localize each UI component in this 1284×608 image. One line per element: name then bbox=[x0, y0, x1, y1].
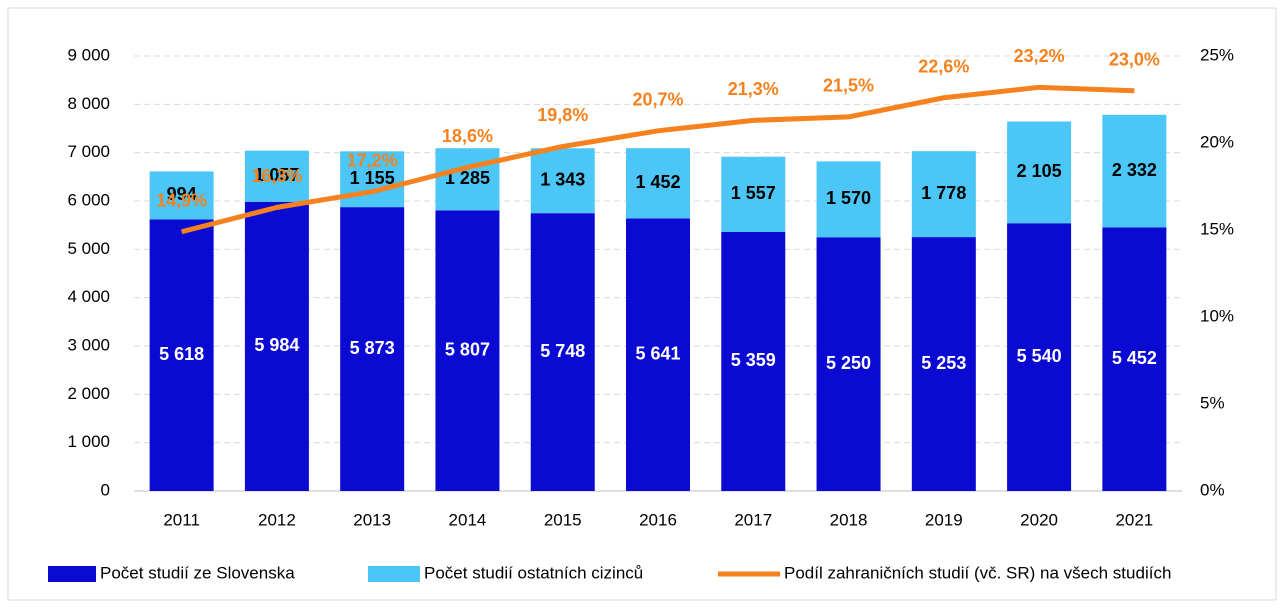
line-value-label: 23,0% bbox=[1109, 50, 1160, 70]
bar bbox=[721, 231, 786, 491]
bar bbox=[340, 207, 405, 491]
x-tick-label: 2012 bbox=[258, 510, 296, 529]
x-tick-label: 2020 bbox=[1020, 510, 1058, 529]
line-value-label: 19,8% bbox=[537, 105, 588, 125]
y-tick-label: 1 000 bbox=[67, 432, 110, 451]
bar-value-label: 1 557 bbox=[731, 183, 776, 203]
bar bbox=[244, 201, 309, 492]
bar bbox=[435, 210, 500, 491]
line-value-label: 20,7% bbox=[632, 90, 683, 110]
bar bbox=[1007, 121, 1072, 224]
y-tick-label: 7 000 bbox=[67, 142, 110, 161]
bar-value-label: 5 618 bbox=[159, 344, 204, 364]
bar bbox=[340, 151, 405, 208]
bar-value-label: 5 250 bbox=[826, 353, 871, 373]
bar-value-label: 1 155 bbox=[350, 168, 395, 188]
bar-value-label: 1 452 bbox=[635, 172, 680, 192]
bar-value-label: 1 343 bbox=[540, 169, 585, 189]
y-tick-label: 5 000 bbox=[67, 239, 110, 258]
bar bbox=[816, 161, 881, 238]
bar bbox=[149, 171, 214, 220]
bar bbox=[1102, 114, 1167, 228]
x-tick-label: 2017 bbox=[734, 510, 772, 529]
x-tick-label: 2021 bbox=[1115, 510, 1153, 529]
legend-label: Podíl zahraničních studií (vč. SR) na vš… bbox=[784, 563, 1171, 582]
legend-swatch bbox=[48, 566, 96, 582]
y2-tick-label: 0% bbox=[1200, 480, 1225, 499]
legend-label: Počet studií ze Slovenska bbox=[100, 563, 295, 582]
bar-value-label: 5 359 bbox=[731, 350, 776, 370]
line-value-label: 21,3% bbox=[728, 79, 779, 99]
line-value-label: 16,3% bbox=[251, 166, 302, 186]
bar-value-label: 1 778 bbox=[921, 183, 966, 203]
bar-value-label: 1 285 bbox=[445, 168, 490, 188]
line bbox=[181, 84, 1135, 235]
y-tick-label: 9 000 bbox=[67, 45, 110, 64]
x-tick-label: 2015 bbox=[544, 510, 582, 529]
bar bbox=[435, 148, 500, 211]
bar bbox=[626, 148, 690, 219]
bar-value-label: 1 570 bbox=[826, 188, 871, 208]
bar-value-label: 994 bbox=[167, 184, 197, 204]
bar-value-label: 5 641 bbox=[635, 343, 680, 363]
x-tick-label: 2011 bbox=[163, 510, 200, 529]
bar bbox=[1102, 227, 1167, 491]
line-value-label: 23,2% bbox=[1014, 46, 1065, 66]
bar-value-label: 5 984 bbox=[254, 335, 299, 355]
bar-value-label: 5 253 bbox=[921, 353, 966, 373]
bar bbox=[626, 218, 690, 491]
bar bbox=[816, 237, 881, 491]
x-tick-label: 2016 bbox=[639, 510, 677, 529]
x-tick-label: 2013 bbox=[353, 510, 391, 529]
bar bbox=[244, 150, 309, 202]
y-tick-label: 8 000 bbox=[67, 94, 110, 113]
line-value-label: 22,6% bbox=[918, 57, 969, 77]
y-tick-label: 0 bbox=[101, 480, 110, 499]
bar bbox=[530, 213, 595, 491]
bar-value-label: 2 332 bbox=[1112, 160, 1157, 180]
line-value-label: 18,6% bbox=[442, 126, 493, 146]
legend-label: Počet studií ostatních cizinců bbox=[424, 563, 643, 582]
bar bbox=[1007, 223, 1072, 491]
x-tick-label: 2019 bbox=[925, 510, 963, 529]
line-value-label: 14,9% bbox=[156, 190, 207, 210]
bar bbox=[149, 219, 214, 492]
y2-tick-label: 25% bbox=[1200, 45, 1234, 64]
y2-tick-label: 20% bbox=[1200, 132, 1234, 151]
bar bbox=[530, 148, 595, 214]
x-tick-label: 2018 bbox=[830, 510, 868, 529]
bar-value-label: 2 105 bbox=[1017, 161, 1062, 181]
y2-tick-label: 5% bbox=[1200, 393, 1225, 412]
bar bbox=[911, 237, 976, 491]
bar bbox=[721, 156, 786, 232]
bar-value-label: 5 873 bbox=[350, 338, 395, 358]
y2-tick-label: 10% bbox=[1200, 306, 1234, 325]
y-tick-label: 2 000 bbox=[67, 384, 110, 403]
x-tick-label: 2014 bbox=[449, 510, 487, 529]
bar-value-label: 1 057 bbox=[254, 165, 299, 185]
line-value-label: 21,5% bbox=[823, 76, 874, 96]
legend-swatch bbox=[368, 566, 420, 582]
bar bbox=[911, 151, 976, 238]
line-value-label: 17,2% bbox=[347, 150, 398, 170]
bar-value-label: 5 540 bbox=[1017, 346, 1062, 366]
y-tick-label: 4 000 bbox=[67, 287, 110, 306]
y-tick-label: 3 000 bbox=[67, 335, 110, 354]
bar-value-label: 5 807 bbox=[445, 339, 490, 359]
y2-tick-label: 15% bbox=[1200, 219, 1234, 238]
bar-value-label: 5 748 bbox=[540, 341, 585, 361]
y-tick-label: 6 000 bbox=[67, 190, 110, 209]
bar-value-label: 5 452 bbox=[1112, 348, 1157, 368]
